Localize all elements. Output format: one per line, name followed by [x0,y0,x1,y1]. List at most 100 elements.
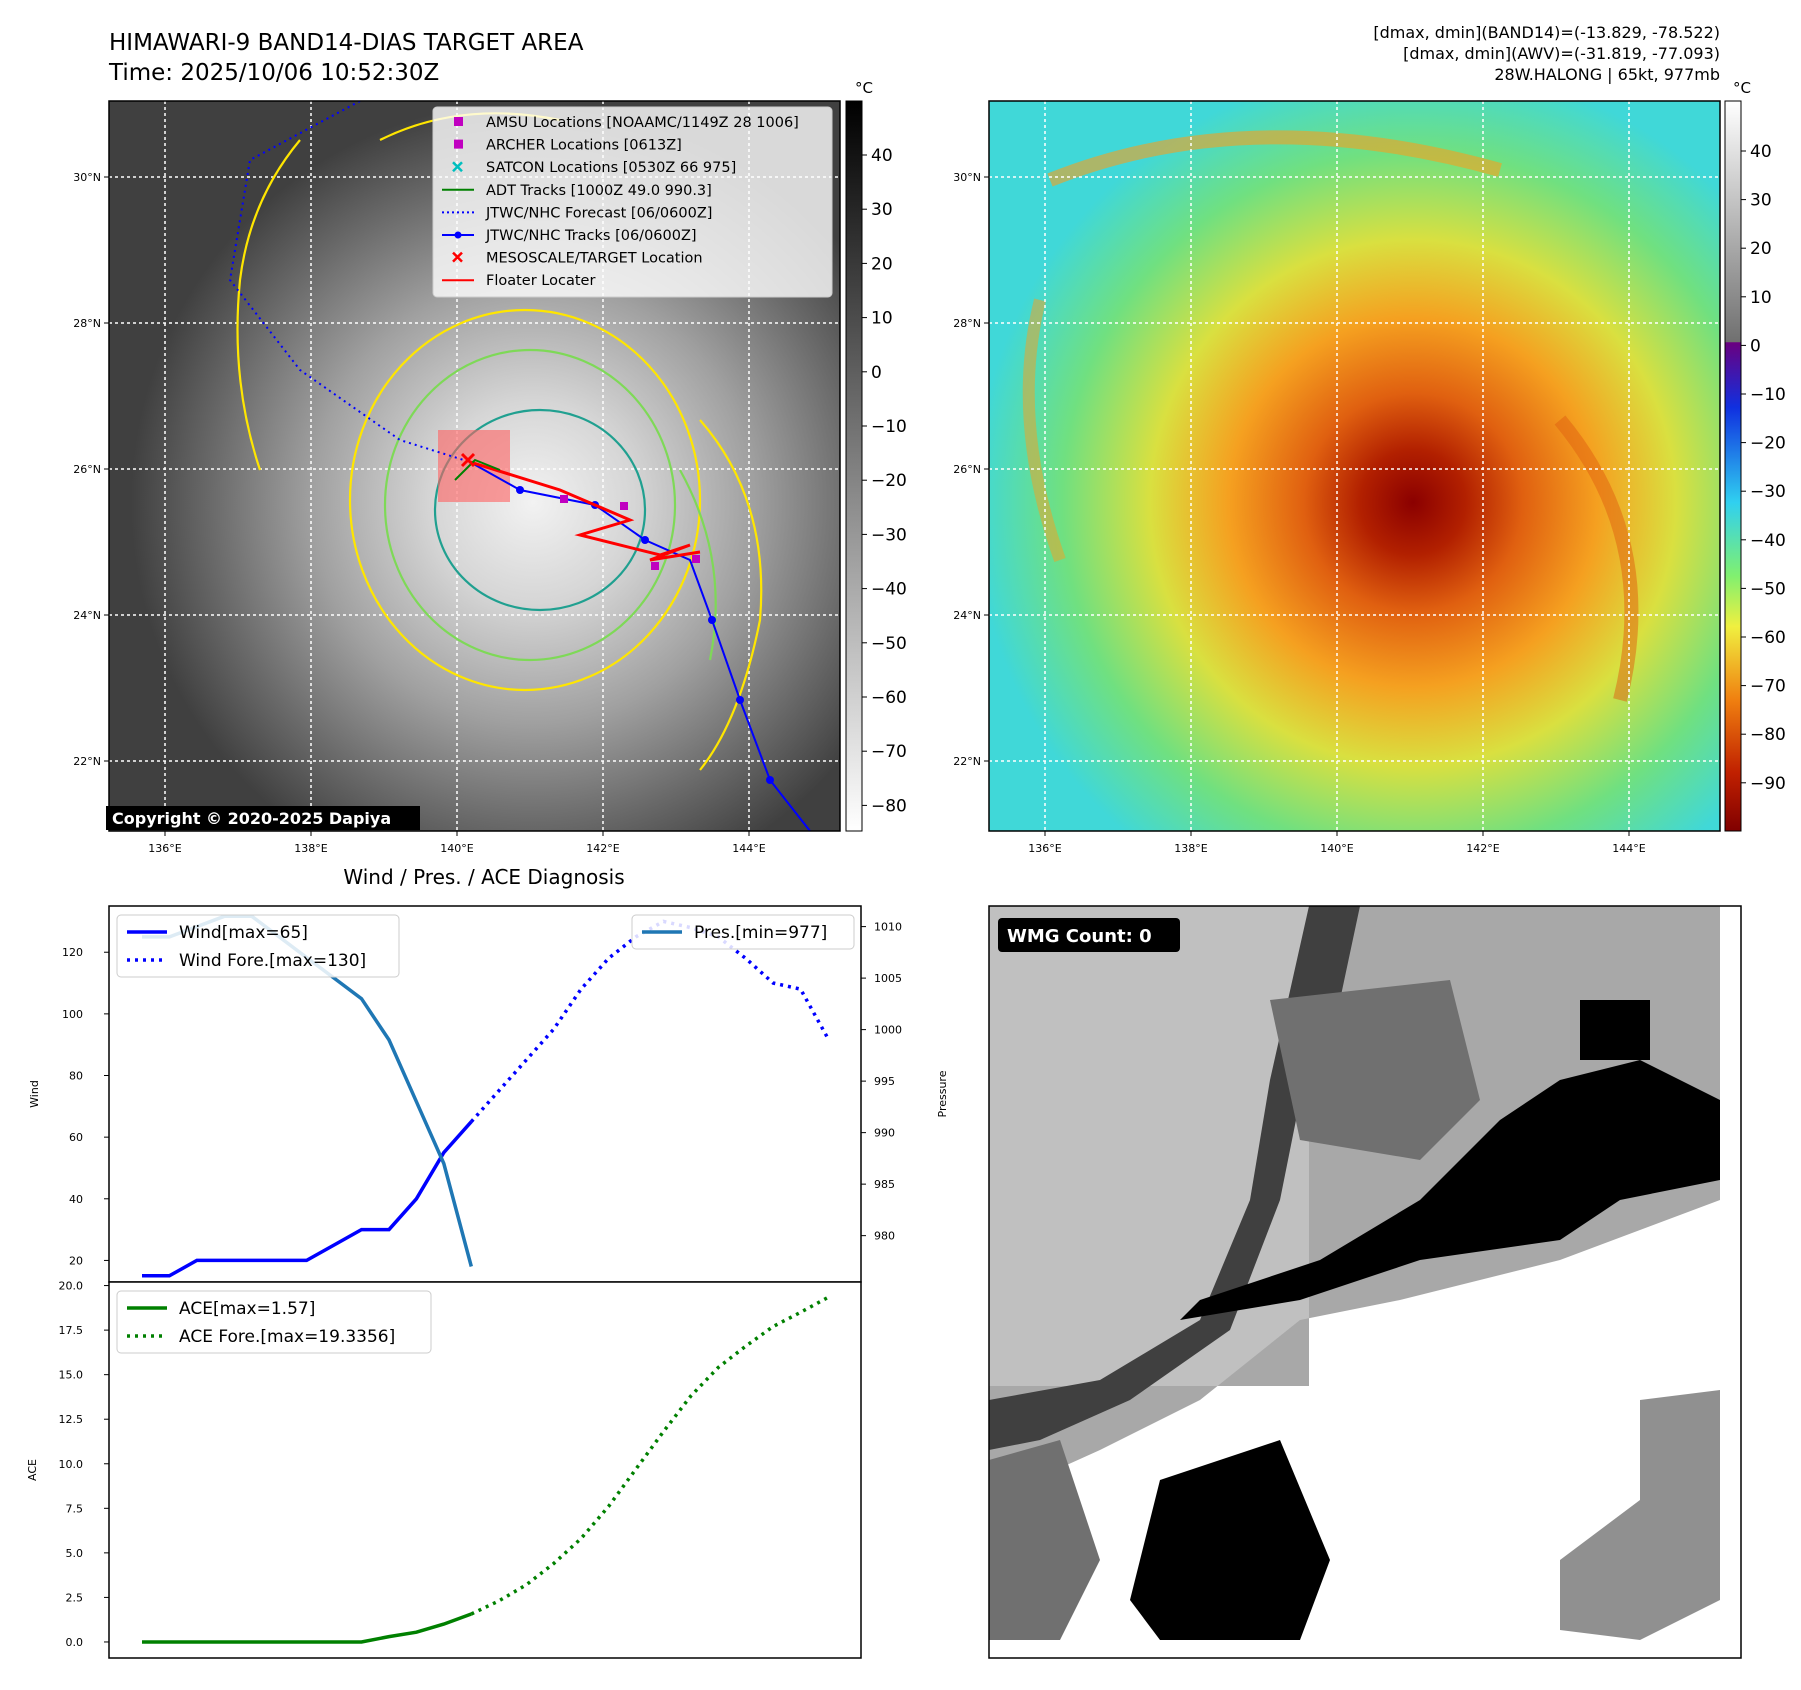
awv-lat-label: 24°N [953,609,981,622]
ir-lon-ticks: 136°E 138°E 140°E 142°E 144°E [148,831,766,855]
ir-cbar-label: −10 [871,417,907,437]
wind-tick-label: 100 [62,1008,83,1021]
target-x-marker [460,452,476,468]
pressure-tick-label: 990 [874,1127,895,1140]
wind-axis-ticks: 20 40 60 80 100 120 [62,946,109,1267]
ir-lat-label: 24°N [73,609,101,622]
awv-map-background [989,101,1720,831]
awv-cbar-label: −50 [1750,579,1786,599]
ir-lon-label: 140°E [440,842,473,855]
ir-cbar-unit: °C [855,79,873,97]
legend-dot-icon [454,231,462,239]
wmg-frame [988,905,1742,1659]
legend-label: AMSU Locations [NOAAMC/1149Z 28 1006] [486,115,799,131]
awv-cbar-label: −20 [1750,434,1786,454]
awv-band-east [1554,415,1639,702]
wmg-region-gray-se [1560,1390,1720,1640]
title-line-2: Time: 2025/10/06 10:52:30Z [108,60,439,86]
pressure-tick-label: 985 [874,1178,895,1191]
wind-axis-label: Wind [28,1080,41,1108]
awv-cbar-label: 40 [1750,142,1772,162]
ace-tick-label: 17.5 [59,1324,84,1337]
legend-square-icon [454,139,463,149]
wmg-panel: WMG Count: 0 [988,905,1742,1659]
ir-lon-label: 142°E [586,842,619,855]
ir-cbar-label: 20 [871,254,893,274]
copyright-box [106,806,420,830]
ir-map-legend: AMSU Locations [NOAAMC/1149Z 28 1006] ARC… [432,106,833,298]
pressure-legend-box [631,914,855,950]
pressure-tick-label: 995 [874,1075,895,1088]
wind-fore-legend-label: Wind Fore.[max=130] [179,951,366,971]
pressure-tick-label: 1010 [874,921,902,934]
awv-colorbar [1724,100,1742,832]
legend-label: ADT Tracks [1000Z 49.0 990.3] [486,183,712,199]
awv-cbar-label: −30 [1750,482,1786,502]
contour-outer [348,308,702,692]
legend-label: JTWC/NHC Tracks [06/0600Z] [485,228,697,244]
ir-lat-label: 28°N [73,317,101,330]
wind-legend: Wind[max=65] Wind Fore.[max=130] [116,914,400,978]
ir-lon-label: 136°E [148,842,181,855]
copyright-text: Copyright © 2020-2025 Dapiya [112,809,391,828]
ir-lon-label: 144°E [732,842,765,855]
pressure-legend: Pres.[min=977] [631,914,855,950]
wind-line [142,1120,473,1278]
ir-cbar-label: 40 [871,146,893,166]
ir-cbar-label: 30 [871,200,893,220]
awv-lon-label: 136°E [1028,842,1061,855]
ace-tick-label: 7.5 [66,1502,84,1515]
ace-forecast-line [470,1295,829,1616]
ir-lat-ticks: 30°N 28°N 26°N 24°N 22°N [73,171,109,768]
legend-label: Floater Locater [486,273,595,289]
ace-tick-label: 0.0 [66,1636,84,1649]
pressure-tick-label: 1005 [874,972,902,985]
wmg-region-mid [989,906,1720,1500]
ir-cbar-label: −70 [871,742,907,762]
ir-cbar-label: −80 [871,796,907,816]
ir-colorbar [845,100,863,832]
ir-cbar-label: −30 [871,525,907,545]
wind-tick-label: 60 [69,1131,83,1144]
awv-lat-label: 22°N [953,755,981,768]
ir-cbar-label: −20 [871,471,907,491]
ace-panel: 0.0 2.5 5.0 7.5 10.0 12.5 15.0 17.5 20.0 ACE ACE… [26,1280,862,1659]
awv-cbar-label: 20 [1750,239,1772,259]
floater-locater-track [469,460,701,562]
wind-tick-label: 40 [69,1193,83,1206]
ir-cbar-label: 0 [871,363,882,383]
awv-map-grid [989,101,1720,831]
ace-legend-box [116,1290,432,1354]
wind-tick-label: 20 [69,1254,83,1267]
wmg-count-box [998,918,1180,952]
legend-x-icon [452,251,463,263]
ace-legend: ACE[max=1.57] ACE Fore.[max=19.3356] [116,1290,432,1354]
ace-fore-legend-label: ACE Fore.[max=19.3356] [179,1327,395,1347]
pressure-axis-label: Pressure [936,1070,949,1117]
awv-cbar-label: 0 [1750,336,1761,356]
contour-mid [383,348,677,662]
awv-cbar-label: 30 [1750,191,1772,211]
ace-legend-label: ACE[max=1.57] [179,1299,315,1319]
awv-map: 136°E 138°E 140°E 142°E 144°E 30°N 28°N 26°N 24… [953,79,1786,855]
wmg-region-gray-sw [989,1440,1100,1640]
wmg-region-dark [989,906,1360,1450]
amsu-markers [560,495,700,570]
ir-cbar-label: −50 [871,634,907,654]
awv-map-frame [988,100,1721,832]
wind-tick-label: 80 [69,1070,83,1083]
title-line-1: HIMAWARI-9 BAND14-DIAS TARGET AREA [109,30,584,56]
wind-legend-label: Wind[max=65] [179,923,308,943]
ir-cbar-label: −40 [871,580,907,600]
ace-tick-label: 10.0 [59,1458,84,1471]
awv-lon-label: 142°E [1466,842,1499,855]
legend-x-icon [452,161,463,173]
ir-cbar-ticks: 40 30 20 10 0 −10 −20 −30 −40 −50 −60 −70 −80 [862,146,907,816]
contour-inner [433,408,647,612]
legend-label: JTWC/NHC Forecast [06/0600Z] [485,205,712,221]
awv-band-west [1022,298,1066,563]
pressure-tick-label: 980 [874,1230,895,1243]
wind-legend-box [116,914,400,978]
ir-lon-label: 138°E [294,842,327,855]
